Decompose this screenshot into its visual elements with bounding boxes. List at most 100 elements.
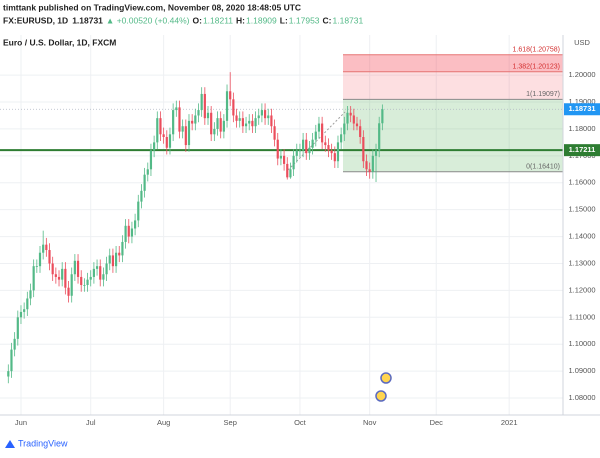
candle-body: [149, 150, 153, 170]
candle-body: [321, 123, 324, 143]
x-tick-label: Oct: [294, 418, 307, 427]
candle-body: [64, 268, 67, 288]
header-high: 1.18909: [246, 15, 277, 25]
candle-body: [365, 161, 368, 170]
candle-body: [302, 139, 305, 151]
candle-body: [222, 120, 225, 132]
header-open: 1.18211: [203, 15, 233, 25]
y-tick-label: 1.08000: [568, 393, 595, 402]
candle-body: [35, 266, 38, 267]
candle-body: [73, 260, 76, 275]
candle-body: [241, 118, 244, 127]
fib-level-label: 1(1.19097): [526, 91, 560, 98]
candle-body: [270, 115, 273, 127]
last-price-label: 1.18731: [568, 104, 595, 113]
candle-body: [156, 118, 159, 143]
candle-body: [355, 123, 359, 127]
fib-zone: [343, 71, 563, 100]
candle-body: [200, 93, 203, 111]
candle-body: [48, 250, 51, 264]
candle-body: [32, 266, 35, 291]
candle-body: [340, 134, 343, 143]
candle-body: [108, 255, 111, 264]
y-tick-label: 1.20000: [568, 70, 595, 79]
candle-body: [362, 136, 365, 162]
candle-body: [333, 153, 336, 162]
candle-body: [134, 220, 137, 229]
fib-level-label: 1.382(1.20123): [513, 64, 560, 71]
y-tick-label: 1.18000: [568, 124, 595, 133]
candle-body: [118, 252, 121, 256]
header-close-label: C:: [323, 15, 332, 25]
x-tick-label: Jun: [15, 418, 27, 427]
y-tick-label: 1.12000: [568, 285, 595, 294]
candle-body: [130, 228, 134, 237]
candle-body: [111, 255, 115, 267]
candle-body: [286, 163, 289, 178]
x-tick-label: Aug: [157, 418, 170, 427]
candle-body: [127, 225, 130, 237]
fib-zone: [343, 54, 563, 72]
candle-body: [254, 118, 257, 127]
candle-body: [42, 244, 45, 253]
event-icon: [380, 372, 392, 384]
header-open-label: O:: [192, 15, 202, 25]
candle-body: [374, 150, 378, 156]
candle-body: [279, 155, 283, 159]
x-tick-label: Jul: [86, 418, 96, 427]
logo: [5, 440, 15, 448]
trend-line: [287, 111, 346, 171]
candle-body: [244, 123, 248, 127]
candle-body: [7, 371, 10, 377]
y-tick-label: 1.19000: [568, 97, 595, 106]
x-tick-label: Sep: [224, 418, 237, 427]
publisher: timttank published on TradingView.com, N…: [3, 2, 301, 12]
candle-body: [292, 155, 295, 170]
candle-body: [216, 118, 219, 129]
chart-title: Euro / U.S. Dollar, 1D, FXCM: [3, 37, 116, 47]
symbol: FX:EURUSD, 1D: [3, 15, 68, 25]
candle-body: [311, 139, 314, 148]
event-icon: [375, 390, 387, 402]
candle-body: [124, 225, 127, 242]
candle-body: [92, 268, 95, 277]
candle-body: [178, 107, 181, 132]
candle-body: [210, 112, 213, 135]
candle-body: [76, 260, 80, 277]
candle-body: [153, 142, 156, 151]
last-price-label-box: [564, 103, 600, 116]
y-tick-label: 1.11000: [569, 312, 596, 321]
candle-body: [327, 145, 330, 151]
candle-body: [146, 169, 149, 175]
candle-body: [289, 169, 292, 178]
candle-body: [54, 274, 57, 277]
candle-body: [80, 276, 83, 286]
candle-body: [70, 274, 73, 296]
y-tick-label: 1.13000: [568, 258, 595, 267]
candle-body: [238, 118, 241, 121]
candle-body: [61, 268, 64, 280]
candle-body: [324, 142, 327, 146]
candle-body: [352, 115, 355, 124]
header-close: 1.18731: [333, 15, 364, 25]
header-close: 1.18731: [72, 15, 103, 25]
candle-body: [184, 126, 187, 146]
candle-body: [10, 349, 13, 372]
candle-body: [194, 115, 197, 124]
candle-body: [181, 126, 184, 132]
candle-body: [67, 287, 70, 296]
candle-body: [263, 110, 267, 119]
candle-body: [89, 276, 92, 280]
candle-body: [235, 115, 238, 121]
candle-body: [317, 123, 321, 132]
plot-area: [0, 35, 563, 415]
candle-body: [336, 142, 340, 162]
candle-body: [29, 290, 32, 299]
candle-body: [162, 134, 165, 137]
candle-body: [168, 134, 172, 148]
candle-body: [105, 263, 108, 275]
footer-brand: TradingView: [18, 438, 68, 448]
candle-body: [191, 120, 194, 124]
